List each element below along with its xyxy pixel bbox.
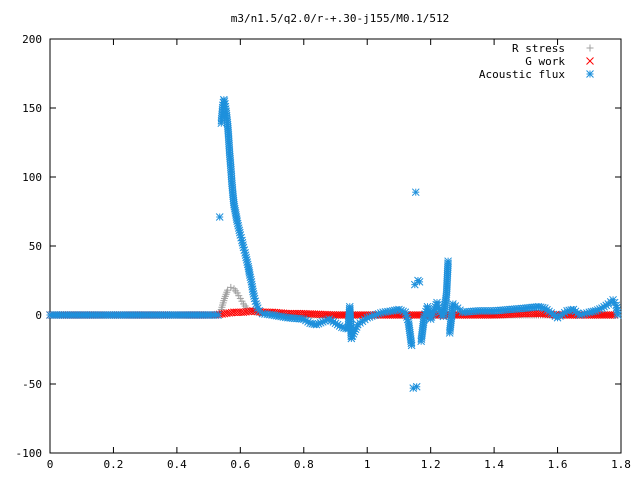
legend-marker [586, 70, 594, 78]
data-point [227, 283, 235, 291]
x-tick-label: 1.4 [484, 458, 504, 471]
legend-label: R stress [512, 42, 565, 55]
legend-marker [586, 57, 594, 65]
x-tick-label: 0.6 [230, 458, 250, 471]
legend-label: G work [525, 55, 565, 68]
x-tick-label: 0.4 [167, 458, 187, 471]
x-tick-label: 1.6 [548, 458, 568, 471]
x-tick-label: 0 [47, 458, 54, 471]
series-acoustic-flux [46, 95, 622, 392]
x-tick-label: 0.8 [294, 458, 314, 471]
data-point [412, 382, 421, 391]
plot-frame [49, 38, 622, 454]
y-tick-label: 100 [22, 171, 42, 184]
data-point [411, 188, 420, 197]
y-tick-label: 150 [22, 102, 42, 115]
data-point [215, 213, 224, 221]
y-tick-label: 50 [29, 240, 42, 253]
x-tick-label: 0.2 [104, 458, 124, 471]
data-point [613, 311, 622, 319]
legend-label: Acoustic flux [479, 68, 565, 81]
y-tick-label: 0 [35, 309, 42, 322]
y-tick-label: -50 [22, 378, 42, 391]
data-point [444, 257, 452, 266]
x-tick-label: 1.8 [611, 458, 631, 471]
data-point [407, 341, 416, 350]
data-point [214, 311, 222, 319]
y-tick-label: 200 [22, 33, 42, 46]
chart-title: m3/n1.5/q2.0/r-+.30-j155/M0.1/512 [231, 12, 450, 25]
axis-ticks: 0 0.2 0.4 0.6 0.8 1 1.2 1.4 1.6 1.8 200 150 100 50 0 -5… [16, 33, 631, 471]
data-marks [46, 95, 622, 392]
x-tick-label: 1 [364, 458, 371, 471]
y-tick-label: -100 [16, 447, 43, 460]
legend-marker [586, 44, 594, 52]
x-tick-label: 1.2 [421, 458, 441, 471]
data-point [415, 278, 424, 286]
